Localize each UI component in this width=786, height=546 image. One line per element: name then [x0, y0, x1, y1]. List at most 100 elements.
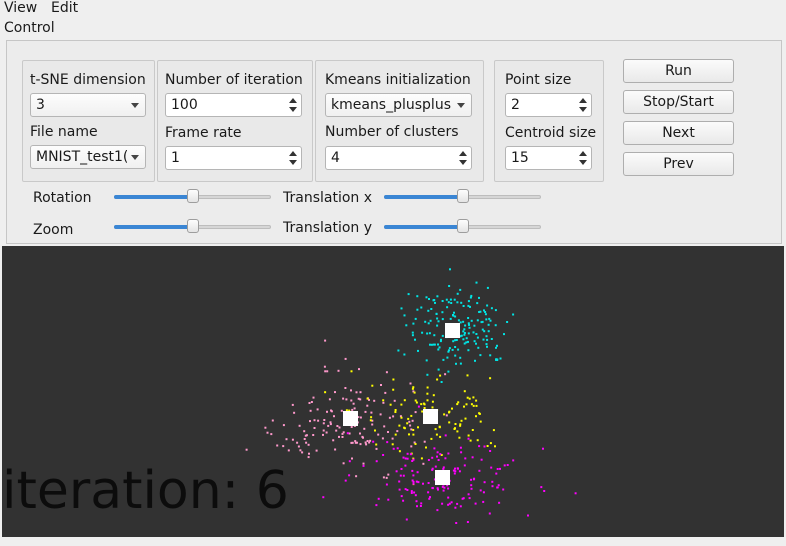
data-point: [467, 493, 470, 496]
data-point: [485, 318, 488, 321]
translation-y-slider-fill: [384, 225, 463, 229]
data-point: [307, 443, 310, 446]
stop-start-button[interactable]: Stop/Start: [623, 90, 734, 114]
data-point: [440, 454, 443, 456]
data-point: [385, 483, 388, 486]
data-point: [322, 433, 324, 436]
spin-up-icon[interactable]: [457, 148, 469, 158]
data-point: [459, 424, 462, 427]
rotation-slider-handle[interactable]: [187, 189, 199, 203]
data-point: [348, 409, 351, 412]
file-name-value: MNIST_test1(: [36, 149, 127, 165]
data-point: [463, 464, 466, 467]
translation-x-slider[interactable]: [384, 189, 541, 205]
data-point: [293, 411, 296, 414]
data-point: [470, 487, 473, 490]
data-point: [345, 398, 348, 401]
data-point: [476, 336, 479, 339]
data-point: [304, 434, 307, 437]
data-point: [479, 489, 482, 492]
data-point: [489, 377, 492, 380]
data-point: [540, 486, 543, 489]
data-point: [486, 345, 488, 348]
translation-y-slider-handle[interactable]: [457, 219, 469, 233]
data-point: [429, 343, 431, 346]
iterations-spinbox[interactable]: 100: [165, 93, 302, 117]
data-point: [426, 386, 429, 389]
data-point: [431, 467, 434, 470]
spin-down-icon[interactable]: [287, 105, 299, 115]
menu-view[interactable]: View: [4, 0, 38, 16]
translation-y-slider[interactable]: [384, 219, 541, 235]
frame-rate-spinbox[interactable]: 1: [165, 146, 302, 170]
data-point: [478, 311, 481, 313]
data-point: [342, 397, 345, 400]
data-point: [371, 419, 374, 422]
data-point: [443, 413, 446, 416]
data-point: [398, 450, 401, 453]
kmeans-init-select[interactable]: kmeans_plusplus: [325, 93, 472, 117]
spin-up-icon[interactable]: [577, 148, 589, 158]
data-point: [489, 354, 492, 357]
data-point: [453, 472, 456, 475]
data-point: [312, 434, 315, 436]
spin-down-icon[interactable]: [287, 158, 299, 168]
spin-down-icon[interactable]: [457, 158, 469, 168]
tsne-dimension-select[interactable]: 3: [30, 93, 146, 117]
spin-up-icon[interactable]: [287, 95, 299, 105]
data-point: [412, 480, 415, 483]
data-point: [460, 419, 463, 422]
zoom-slider[interactable]: [114, 219, 271, 235]
data-point: [414, 338, 416, 341]
data-point: [420, 306, 423, 309]
spin-up-icon[interactable]: [287, 148, 299, 158]
data-point: [464, 324, 467, 327]
data-point: [391, 443, 394, 446]
point-size-value: 2: [511, 97, 520, 113]
data-point: [486, 338, 489, 341]
translation-x-slider-handle[interactable]: [457, 189, 469, 203]
zoom-slider-handle[interactable]: [187, 219, 199, 233]
data-point: [420, 403, 423, 406]
data-point: [417, 426, 419, 429]
prev-button[interactable]: Prev: [623, 152, 734, 176]
data-point: [417, 349, 419, 352]
data-point: [291, 438, 294, 441]
data-point: [474, 359, 476, 362]
data-point: [463, 328, 466, 331]
data-point: [437, 488, 439, 491]
file-name-select[interactable]: MNIST_test1(: [30, 145, 146, 169]
data-point: [440, 338, 442, 341]
centroid-size-spinbox[interactable]: 15: [505, 146, 592, 170]
data-point: [245, 448, 248, 451]
data-point: [454, 470, 457, 473]
centroid-size-value: 15: [511, 150, 529, 166]
data-point: [387, 473, 390, 476]
data-point: [436, 451, 439, 454]
rotation-slider[interactable]: [114, 189, 271, 205]
menu-edit[interactable]: Edit: [51, 0, 79, 16]
spin-down-icon[interactable]: [577, 105, 589, 115]
data-point: [426, 392, 429, 395]
run-button[interactable]: Run: [623, 59, 734, 83]
tsne-viewport[interactable]: iteration: 6: [2, 246, 784, 537]
data-point: [406, 452, 409, 455]
data-point: [436, 324, 439, 327]
data-point: [486, 445, 489, 447]
data-point: [344, 479, 347, 482]
spin-up-icon[interactable]: [577, 95, 589, 105]
data-point: [454, 339, 457, 342]
data-point: [466, 374, 469, 377]
next-button[interactable]: Next: [623, 121, 734, 145]
data-point: [298, 424, 301, 427]
data-point: [439, 340, 442, 343]
data-point: [421, 410, 424, 413]
data-point: [459, 288, 462, 291]
data-point: [487, 323, 490, 326]
data-point: [430, 437, 433, 440]
point-size-spinbox[interactable]: 2: [505, 93, 592, 117]
spin-down-icon[interactable]: [577, 158, 589, 168]
data-point: [456, 467, 459, 470]
num-clusters-spinbox[interactable]: 4: [325, 146, 472, 170]
data-point: [338, 435, 340, 438]
